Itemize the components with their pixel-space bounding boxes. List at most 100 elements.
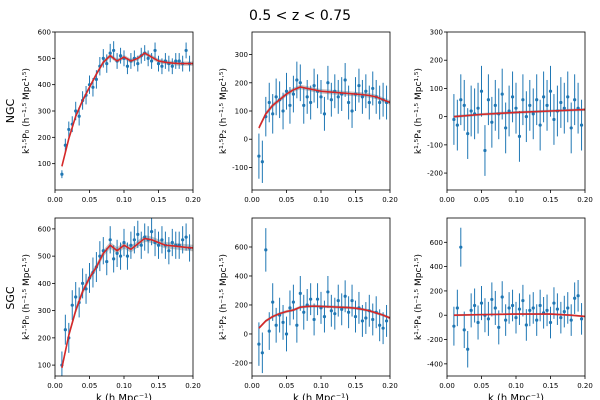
x-tick-label: 0.10 <box>116 382 132 390</box>
data-point <box>479 301 484 305</box>
y-tick-label: 400 <box>38 280 51 288</box>
data-point <box>312 317 316 322</box>
data-point <box>360 319 364 323</box>
data-point <box>517 134 522 138</box>
data-point <box>562 309 566 314</box>
model-line <box>258 86 390 129</box>
y-tick-label: -200 <box>427 170 443 178</box>
x-tick-label: 0.00 <box>244 196 260 204</box>
data-point <box>302 310 306 314</box>
data-point <box>360 95 364 99</box>
data-point <box>573 98 577 102</box>
data-point <box>74 109 78 113</box>
x-axis-label: k (h Mpc⁻¹) <box>96 393 152 400</box>
data-point <box>528 308 532 312</box>
data-point <box>343 294 347 298</box>
x-tick-label: 0.20 <box>185 382 201 390</box>
y-tick-label: 600 <box>235 243 248 251</box>
data-point <box>329 309 333 313</box>
x-tick-label: 0.00 <box>244 382 260 390</box>
data-point <box>329 98 333 102</box>
data-point <box>528 103 532 107</box>
y-tick-label: 200 <box>38 134 51 142</box>
x-tick-label: 0.20 <box>382 382 398 390</box>
data-point <box>336 299 340 303</box>
x-tick-label: 0.05 <box>474 382 490 390</box>
panel-sgc-p4: 0.00 0.05 0.10 0.15 0.20 -400 -200 0 200 400 600 k¹… <box>414 217 593 400</box>
x-tick-label: 0.15 <box>348 382 364 390</box>
data-point <box>340 307 344 311</box>
data-point <box>462 328 466 332</box>
y-axis-label: k¹·⁵P₂ (h⁻¹·⁵ Mpc¹·⁵) <box>219 68 229 154</box>
data-point <box>336 95 340 99</box>
data-point <box>466 131 470 136</box>
data-point <box>555 307 560 311</box>
data-point <box>476 106 480 110</box>
data-point <box>473 303 477 308</box>
x-tick-label: 0.00 <box>47 382 63 390</box>
data-point <box>257 154 261 158</box>
x-tick-label: 0.05 <box>279 196 295 204</box>
data-point <box>531 306 535 310</box>
x-tick-label: 0.15 <box>543 196 559 204</box>
x-tick-label: 0.15 <box>151 196 167 204</box>
data-point <box>288 103 292 107</box>
y-tick-label: 400 <box>38 81 51 89</box>
data-point <box>524 323 528 327</box>
y-axis-label: k¹·⁵P₄ (h⁻¹·⁵ Mpc¹·⁵) <box>414 254 424 340</box>
data-point <box>156 243 161 247</box>
data-point <box>309 297 313 301</box>
x-tick-label: 0.00 <box>439 196 455 204</box>
panel-ngc-p2: 0.00 0.05 0.10 0.15 0.20 -100 0 100 200 300 k¹·⁵P₂… <box>219 31 398 204</box>
data-point <box>170 240 174 245</box>
data-point <box>312 84 316 88</box>
data-point <box>469 308 473 312</box>
panel-ngc-p0: 0.00 0.05 0.10 0.15 0.20 100 200 300 400 500 600 k¹… <box>22 29 201 205</box>
y-tick-label: 200 <box>235 301 248 309</box>
data-point <box>184 48 188 53</box>
y-tick-label: -200 <box>232 359 248 367</box>
y-tick-label: 600 <box>38 29 51 37</box>
data-point <box>326 290 330 294</box>
y-tick-label: 300 <box>38 307 51 315</box>
data-point <box>497 325 501 329</box>
x-tick-label: 0.10 <box>508 196 524 204</box>
x-tick-label: 0.05 <box>279 382 295 390</box>
data-point <box>167 249 171 253</box>
data-point <box>521 299 525 303</box>
data-point <box>500 92 504 96</box>
data-point <box>326 81 330 85</box>
data-point <box>112 257 116 261</box>
data-point <box>136 62 140 66</box>
data-point <box>569 318 573 322</box>
data-point <box>476 320 480 325</box>
data-point <box>274 323 278 327</box>
figure-title: 0.5 < z < 0.75 <box>249 8 351 24</box>
data-point <box>569 126 573 130</box>
data-point <box>559 316 563 320</box>
data-point <box>150 230 154 234</box>
data-point <box>125 254 130 258</box>
data-point <box>542 95 546 99</box>
y-tick-label: -400 <box>427 360 443 368</box>
model-line <box>61 52 193 167</box>
y-tick-label: 0 <box>244 136 248 144</box>
x-tick-label: 0.00 <box>47 196 63 204</box>
data-point <box>504 318 508 322</box>
y-tick-label: 0 <box>244 330 248 338</box>
x-axis-label: k (h Mpc⁻¹) <box>293 393 349 400</box>
data-point <box>291 92 295 96</box>
data-point <box>70 303 74 307</box>
data-point <box>291 300 295 304</box>
data-point <box>105 259 109 264</box>
model-band <box>61 50 193 169</box>
data-point <box>452 324 456 328</box>
data-point <box>483 148 487 153</box>
x-tick-label: 0.15 <box>543 382 559 390</box>
data-point <box>371 317 375 322</box>
data-point <box>271 112 275 116</box>
data-point <box>333 312 337 316</box>
model-band <box>258 84 390 131</box>
data-point <box>177 59 181 63</box>
